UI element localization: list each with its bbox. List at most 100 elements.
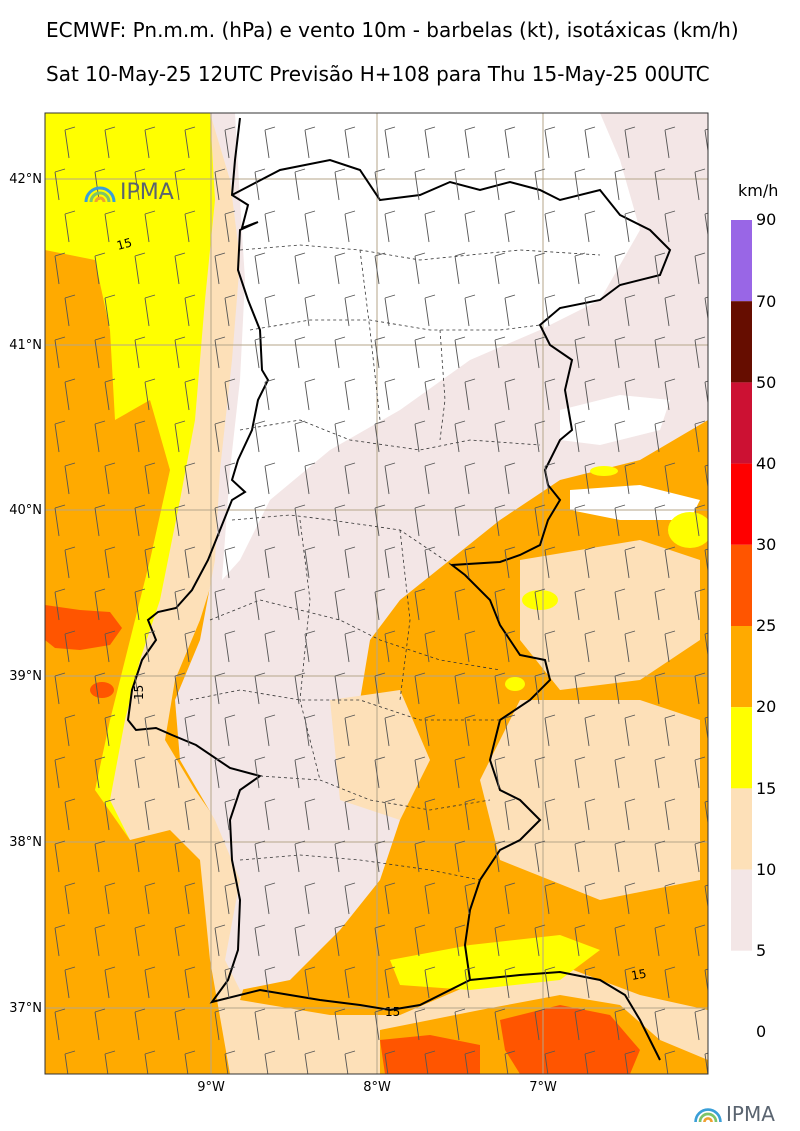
wind-barb bbox=[664, 546, 676, 579]
wind-barb bbox=[264, 378, 276, 411]
ipma-logo-footer: IPMA bbox=[692, 1102, 775, 1126]
wind-barb bbox=[344, 126, 356, 159]
wind-barb bbox=[184, 210, 196, 243]
wind-barb bbox=[184, 798, 196, 831]
wind-barb bbox=[294, 168, 306, 201]
wind-barb bbox=[704, 632, 708, 659]
wind-barb bbox=[694, 588, 706, 621]
wind-barb bbox=[174, 756, 186, 789]
colorbar-label: 90 bbox=[756, 210, 777, 229]
wind-barb bbox=[464, 630, 476, 663]
wind-barb bbox=[264, 1050, 276, 1074]
wind-barb bbox=[144, 378, 156, 411]
wind-barb bbox=[264, 210, 276, 243]
wind-barb bbox=[424, 462, 436, 495]
wind-barb bbox=[504, 882, 516, 915]
wind-barb bbox=[254, 588, 266, 621]
wind-barb bbox=[214, 924, 226, 957]
wind-barb bbox=[104, 1050, 116, 1074]
wind-barb bbox=[504, 462, 516, 495]
wind-barb bbox=[94, 168, 106, 201]
wind-barb bbox=[544, 1050, 556, 1074]
wind-barb bbox=[414, 924, 426, 957]
wind-barb bbox=[464, 126, 476, 159]
wind-barb bbox=[184, 126, 196, 159]
wind-barb bbox=[384, 630, 396, 663]
wind-barb bbox=[624, 294, 636, 327]
wind-barb bbox=[574, 840, 586, 873]
wind-barb bbox=[664, 882, 676, 915]
wind-barb bbox=[414, 168, 426, 201]
wind-barb bbox=[504, 378, 516, 411]
colorbar-label: 15 bbox=[756, 779, 777, 798]
wind-barb bbox=[94, 252, 106, 285]
wind-barb bbox=[624, 714, 636, 747]
colorbar-segment bbox=[731, 788, 752, 870]
wind-barb bbox=[424, 630, 436, 663]
colorbar bbox=[731, 220, 752, 1032]
wind-barb bbox=[624, 966, 636, 999]
border bbox=[231, 158, 672, 981]
wind-barb bbox=[294, 840, 306, 873]
wind-barb bbox=[94, 336, 106, 369]
wind-barb bbox=[584, 462, 596, 495]
wind-zone-25-south-east bbox=[500, 1005, 640, 1074]
wind-barb bbox=[214, 420, 226, 453]
wind-barb bbox=[624, 1050, 636, 1074]
ipma-logo-map: IPMA bbox=[82, 180, 174, 205]
wind-barb bbox=[264, 798, 276, 831]
wind-barb bbox=[544, 798, 556, 831]
wind-barb bbox=[534, 420, 546, 453]
wind-zone-15-patch-4 bbox=[668, 512, 708, 548]
wind-barb bbox=[494, 672, 506, 705]
wind-barb bbox=[104, 630, 116, 663]
wind-barb bbox=[294, 252, 306, 285]
wind-barb bbox=[54, 252, 66, 285]
wind-barb bbox=[504, 210, 516, 243]
wind-barb bbox=[384, 126, 396, 159]
wind-barb bbox=[494, 1008, 506, 1041]
wind-barb bbox=[704, 800, 708, 827]
wind-barb bbox=[654, 1008, 666, 1041]
colorbar-segment bbox=[731, 463, 752, 545]
wind-barb bbox=[254, 840, 266, 873]
wind-barb bbox=[464, 714, 476, 747]
wind-zone-25-south bbox=[380, 1035, 480, 1074]
wind-barb bbox=[344, 294, 356, 327]
wind-barb bbox=[534, 756, 546, 789]
wind-barb bbox=[424, 294, 436, 327]
colorbar-label: 50 bbox=[756, 373, 777, 392]
wind-barb bbox=[414, 756, 426, 789]
lat-label: 37°N bbox=[9, 1001, 42, 1016]
wind-barb bbox=[214, 336, 226, 369]
wind-barb bbox=[654, 924, 666, 957]
wind-barb bbox=[254, 672, 266, 705]
wind-barb bbox=[384, 294, 396, 327]
contour-label: 15 bbox=[630, 967, 647, 983]
wind-barb bbox=[374, 504, 386, 537]
wind-barb bbox=[704, 548, 708, 575]
lat-label: 38°N bbox=[9, 835, 42, 850]
lon-label: 9°W bbox=[197, 1080, 225, 1095]
wind-barb bbox=[614, 336, 626, 369]
wind-barb bbox=[704, 128, 708, 155]
wind-barb bbox=[214, 168, 226, 201]
wind-barb bbox=[414, 840, 426, 873]
wind-barb bbox=[694, 756, 706, 789]
wind-barb bbox=[384, 966, 396, 999]
ipma-logo-icon bbox=[84, 186, 116, 202]
wind-barb bbox=[694, 420, 706, 453]
wind-barb bbox=[544, 294, 556, 327]
wind-barb bbox=[334, 420, 346, 453]
wind-barb bbox=[454, 336, 466, 369]
wind-zone-15-patch-1 bbox=[522, 590, 558, 610]
wind-barb bbox=[134, 840, 146, 873]
wind-barb bbox=[374, 336, 386, 369]
wind-barb bbox=[64, 126, 76, 159]
wind-barb bbox=[424, 546, 436, 579]
wind-barb bbox=[224, 798, 236, 831]
wind-barb bbox=[104, 546, 116, 579]
colorbar-segment bbox=[731, 707, 752, 789]
wind-barb bbox=[464, 882, 476, 915]
wind-barb bbox=[424, 1050, 436, 1074]
